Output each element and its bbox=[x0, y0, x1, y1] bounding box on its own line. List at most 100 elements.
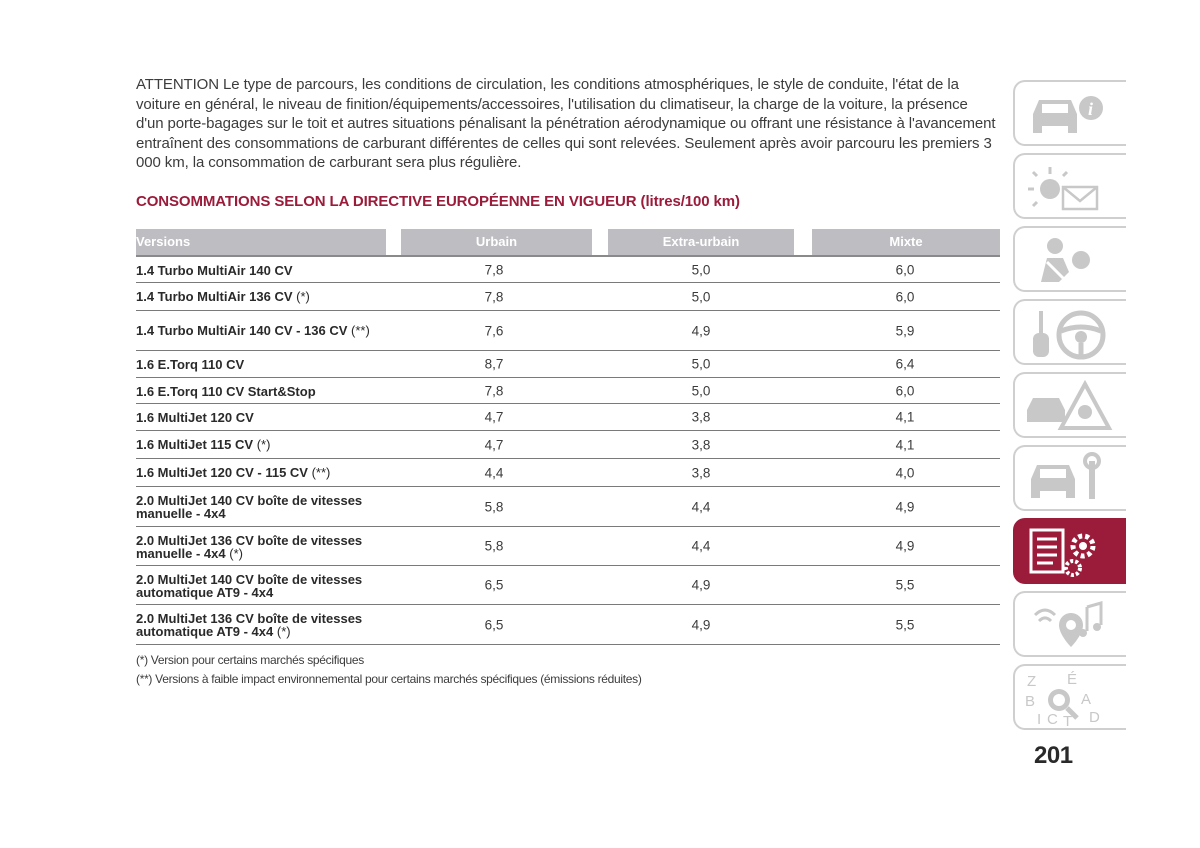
extra-urbain-value: 5,0 bbox=[691, 383, 711, 398]
tab-multimedia[interactable] bbox=[1013, 591, 1126, 657]
version-name: 2.0 MultiJet 140 CV boîte de vitesses ma… bbox=[136, 494, 396, 520]
mixte-value: 4,9 bbox=[895, 538, 915, 554]
extra-urbain-value: 3,8 bbox=[691, 409, 711, 425]
urbain-value: 4,7 bbox=[484, 409, 504, 425]
urbain-value: 4,4 bbox=[484, 465, 504, 480]
car-info-icon: i bbox=[1033, 96, 1103, 133]
extra-urbain-value: 5,0 bbox=[691, 289, 711, 304]
extra-urbain-value: 5,0 bbox=[691, 356, 711, 372]
version-label: 1.6 MultiJet 120 CV - 115 CV bbox=[136, 465, 308, 480]
header-urbain: Urbain bbox=[401, 229, 592, 255]
version-footnote-mark: (**) bbox=[311, 465, 331, 480]
table-row: 1.6 E.Torq 110 CV Start&Stop 7,8 5,0 6,0 bbox=[136, 378, 1000, 404]
extra-urbain-value: 3,8 bbox=[691, 465, 711, 480]
index-letter-c: C bbox=[1047, 711, 1058, 728]
index-letter-d: D bbox=[1089, 709, 1100, 726]
table-row: 1.4 Turbo MultiAir 136 CV (*) 7,8 5,0 6,0 bbox=[136, 283, 1000, 311]
version-label: 2.0 MultiJet 136 CV boîte de vitesses ma… bbox=[136, 533, 363, 561]
table-row: 1.6 MultiJet 120 CV 4,7 3,8 4,1 bbox=[136, 404, 1000, 431]
mixte-value: 4,0 bbox=[895, 465, 915, 480]
header-extra-urbain: Extra-urbain bbox=[608, 229, 794, 255]
version-footnote-mark: (*) bbox=[256, 437, 271, 452]
table-row: 1.6 MultiJet 115 CV (*) 4,7 3,8 4,1 bbox=[136, 431, 1000, 459]
mixte-value: 6,4 bbox=[895, 356, 915, 372]
footnote-single-star: (*) Version pour certains marchés spécif… bbox=[136, 653, 364, 667]
tab-vehicle-knowledge[interactable]: i bbox=[1013, 80, 1126, 146]
version-name: 2.0 MultiJet 136 CV boîte de vitesses au… bbox=[136, 612, 396, 638]
version-name: 1.6 E.Torq 110 CV Start&Stop bbox=[136, 385, 396, 398]
version-name: 1.6 MultiJet 120 CV - 115 CV (**) bbox=[136, 466, 396, 479]
version-name: 1.4 Turbo MultiAir 140 CV - 136 CV (**) bbox=[136, 324, 396, 337]
version-label: 1.4 Turbo MultiAir 136 CV bbox=[136, 289, 293, 304]
urbain-value: 5,8 bbox=[484, 499, 504, 514]
extra-urbain-value: 4,4 bbox=[691, 538, 711, 554]
mixte-value: 4,1 bbox=[895, 409, 915, 425]
index-letter-b: B bbox=[1025, 693, 1035, 710]
mixte-value: 4,1 bbox=[895, 437, 915, 452]
version-footnote-mark: (*) bbox=[296, 289, 310, 304]
footnotes: (*) Version pour certains marchés spécif… bbox=[136, 651, 642, 689]
table-row: 1.6 E.Torq 110 CV 8,7 5,0 6,4 bbox=[136, 351, 1000, 378]
car-wrench-icon bbox=[1031, 452, 1101, 499]
technical-data-gears-icon bbox=[1029, 528, 1096, 577]
footnote-double-star: (**) Versions à faible impact environnem… bbox=[136, 672, 642, 686]
index-letter-z: Z bbox=[1027, 673, 1036, 690]
version-name: 1.6 MultiJet 120 CV bbox=[136, 411, 396, 424]
urbain-value: 7,6 bbox=[484, 323, 504, 338]
tab-starting-driving[interactable] bbox=[1013, 299, 1126, 365]
table-row: 2.0 MultiJet 136 CV boîte de vitesses ma… bbox=[136, 527, 1000, 566]
page-number: 201 bbox=[1034, 742, 1073, 769]
extra-urbain-value: 4,9 bbox=[691, 323, 711, 338]
mixte-value: 6,0 bbox=[895, 262, 915, 277]
tab-technical-data[interactable] bbox=[1013, 518, 1126, 584]
urbain-value: 6,5 bbox=[484, 577, 504, 593]
mixte-value: 5,5 bbox=[895, 617, 915, 632]
table-row: 2.0 MultiJet 140 CV boîte de vitesses ma… bbox=[136, 487, 1000, 527]
table-row: 1.4 Turbo MultiAir 140 CV - 136 CV (**) 7… bbox=[136, 311, 1000, 351]
extra-urbain-value: 5,0 bbox=[691, 262, 711, 277]
version-label: 1.6 MultiJet 120 CV bbox=[136, 410, 254, 425]
section-title: CONSOMMATIONS SELON LA DIRECTIVE EUROPÉE… bbox=[136, 193, 740, 210]
alphabetical-index-icon: Z É B A I C T D bbox=[1025, 671, 1100, 728]
version-name: 2.0 MultiJet 136 CV boîte de vitesses ma… bbox=[136, 534, 396, 560]
attention-paragraph: ATTENTION Le type de parcours, les condi… bbox=[136, 76, 996, 172]
extra-urbain-value: 4,9 bbox=[691, 577, 711, 593]
version-name: 1.4 Turbo MultiAir 140 CV bbox=[136, 264, 396, 277]
version-footnote-mark: (*) bbox=[276, 624, 291, 639]
tab-dashboard[interactable] bbox=[1013, 153, 1126, 219]
version-footnote-mark: (**) bbox=[351, 323, 370, 338]
version-label: 1.6 E.Torq 110 CV bbox=[136, 357, 245, 372]
lights-message-icon bbox=[1028, 167, 1099, 211]
extra-urbain-value: 4,4 bbox=[691, 499, 711, 514]
extra-urbain-value: 3,8 bbox=[691, 437, 711, 452]
urbain-value: 8,7 bbox=[484, 356, 504, 372]
version-label: 1.6 E.Torq 110 CV Start&Stop bbox=[136, 384, 316, 399]
tab-safety[interactable] bbox=[1013, 226, 1126, 292]
safety-airbag-icon bbox=[1041, 238, 1090, 284]
header-versions: Versions bbox=[136, 229, 386, 255]
mixte-value: 5,9 bbox=[895, 323, 915, 338]
tab-index[interactable]: Z É B A I C T D bbox=[1013, 664, 1126, 730]
urbain-value: 5,8 bbox=[484, 538, 504, 554]
urbain-value: 7,8 bbox=[484, 262, 504, 277]
consumption-table: Versions Urbain Extra-urbain Mixte 1.4 T… bbox=[136, 229, 1000, 645]
version-label: 1.4 Turbo MultiAir 140 CV - 136 CV bbox=[136, 323, 348, 338]
mixte-value: 4,9 bbox=[895, 499, 915, 514]
version-name: 1.4 Turbo MultiAir 136 CV (*) bbox=[136, 290, 396, 303]
tab-emergency[interactable] bbox=[1013, 372, 1126, 438]
index-letter-i: I bbox=[1037, 711, 1041, 728]
urbain-value: 4,7 bbox=[484, 437, 504, 452]
mixte-value: 6,0 bbox=[895, 289, 915, 304]
table-row: 1.6 MultiJet 120 CV - 115 CV (**) 4,4 3,8 4… bbox=[136, 459, 1000, 487]
version-name: 1.6 E.Torq 110 CV bbox=[136, 358, 396, 371]
table-body: 1.4 Turbo MultiAir 140 CV 7,8 5,0 6,0 1.4 Tu… bbox=[136, 257, 1000, 645]
urbain-value: 7,8 bbox=[484, 383, 504, 398]
version-name: 2.0 MultiJet 140 CV boîte de vitesses au… bbox=[136, 573, 396, 599]
tab-maintenance[interactable] bbox=[1013, 445, 1126, 511]
table-row: 2.0 MultiJet 136 CV boîte de vitesses au… bbox=[136, 605, 1000, 645]
mixte-value: 6,0 bbox=[895, 383, 915, 398]
mixte-value: 5,5 bbox=[895, 577, 915, 593]
urbain-value: 7,8 bbox=[484, 289, 504, 304]
accident-warning-triangle-icon bbox=[1027, 379, 1113, 430]
version-footnote-mark: (*) bbox=[229, 546, 243, 561]
